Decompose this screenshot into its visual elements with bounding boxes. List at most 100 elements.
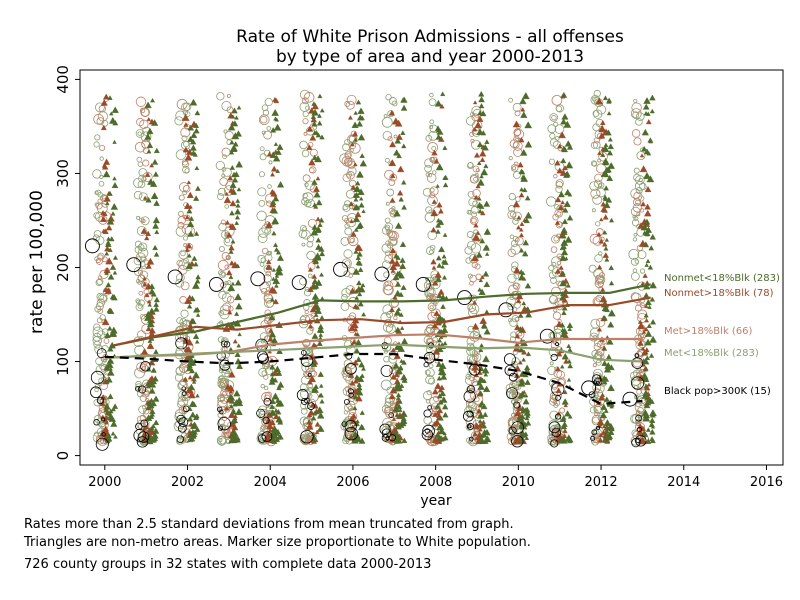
scatter-circle — [635, 112, 645, 121]
scatter-circle — [218, 365, 225, 372]
scatter-triangle — [268, 330, 277, 338]
scatter-circle — [425, 368, 435, 378]
scatter-circle — [590, 318, 601, 329]
scatter-circle — [511, 361, 516, 366]
scatter-triangle — [390, 268, 396, 273]
scatter-circle — [382, 130, 392, 141]
scatter-triangle — [600, 170, 608, 177]
scatter-triangle — [314, 227, 322, 233]
scatter-circle — [181, 391, 187, 397]
scatter-triangle — [232, 399, 240, 406]
scatter-circle — [221, 292, 232, 303]
scatter-triangle — [562, 428, 568, 434]
scatter-triangle — [152, 244, 159, 251]
scatter-triangle — [193, 122, 200, 128]
scatter-triangle — [316, 406, 324, 414]
scatter-triangle — [431, 199, 437, 204]
scatter-circle — [348, 273, 353, 278]
scatter-circle — [177, 417, 183, 422]
scatter-triangle — [313, 303, 321, 310]
scatter-triangle — [355, 331, 361, 337]
scatter-triangle — [274, 273, 280, 278]
scatter-triangle — [477, 418, 483, 424]
scatter-triangle — [476, 380, 482, 386]
scatter-circle — [176, 259, 183, 267]
scatter-triangle — [441, 436, 447, 441]
scatter-circle — [556, 211, 562, 217]
scatter-circle — [135, 96, 147, 107]
scatter-circle — [591, 96, 597, 102]
scatter-triangle — [640, 201, 646, 207]
scatter-triangle — [441, 403, 449, 410]
scatter-triangle — [388, 257, 396, 264]
scatter-circle — [266, 126, 272, 131]
scatter-triangle — [144, 235, 150, 241]
scatter-circle — [181, 102, 191, 112]
scatter-triangle — [479, 342, 485, 348]
scatter-triangle — [600, 403, 608, 410]
scatter-triangle — [521, 300, 527, 306]
scatter-circle — [463, 390, 476, 403]
scatter-circle — [589, 327, 600, 338]
scatter-triangle — [483, 281, 491, 288]
scatter-triangle — [234, 220, 240, 226]
scatter-triangle — [105, 257, 114, 265]
scatter-triangle — [305, 422, 314, 430]
y-axis-label: rate per 100,000 — [27, 190, 47, 334]
scatter-circle — [424, 428, 431, 434]
scatter-triangle — [313, 191, 321, 198]
scatter-triangle — [273, 413, 280, 420]
scatter-triangle — [524, 140, 533, 148]
scatter-triangle — [554, 196, 562, 203]
scatter-triangle — [229, 139, 235, 145]
scatter-triangle — [436, 128, 444, 135]
scatter-circle — [548, 295, 559, 305]
scatter-circle — [257, 434, 267, 443]
scatter-triangle — [355, 180, 361, 186]
scatter-circle — [555, 413, 562, 420]
scatter-circle — [551, 427, 561, 438]
scatter-triangle — [146, 437, 154, 445]
scatter-triangle — [192, 306, 200, 313]
scatter-triangle — [315, 216, 321, 222]
scatter-circle — [260, 257, 267, 264]
scatter-triangle — [100, 216, 107, 222]
scatter-circle — [554, 416, 562, 423]
scatter-triangle — [649, 436, 655, 442]
scatter-triangle — [521, 92, 530, 100]
scatter-triangle — [235, 160, 243, 168]
scatter-triangle — [479, 237, 486, 244]
scatter-triangle — [388, 393, 396, 400]
scatter-triangle — [600, 201, 607, 207]
scatter-circle — [225, 254, 231, 261]
scatter-circle — [466, 385, 475, 394]
scatter-triangle — [356, 114, 364, 121]
scatter-triangle — [109, 111, 114, 116]
scatter-circle — [388, 253, 394, 259]
scatter-triangle — [312, 130, 318, 135]
scatter-circle — [635, 175, 645, 185]
scatter-triangle — [316, 340, 323, 346]
scatter-circle — [425, 206, 433, 214]
scatter-circle — [635, 118, 643, 126]
scatter-circle — [384, 157, 390, 163]
scatter-circle — [550, 439, 559, 448]
scatter-circle — [134, 141, 146, 153]
scatter-circle — [593, 137, 600, 144]
scatter-circle — [299, 383, 309, 392]
scatter-circle — [429, 156, 436, 163]
scatter-triangle — [479, 317, 488, 324]
scatter-triangle — [524, 364, 531, 371]
scatter-triangle — [599, 119, 606, 126]
scatter-circle — [302, 192, 308, 199]
scatter-triangle — [189, 98, 198, 106]
scatter-triangle — [271, 108, 279, 116]
scatter-triangle — [188, 215, 195, 221]
scatter-circle — [433, 395, 440, 402]
scatter-triangle — [400, 337, 409, 345]
scatter-triangle — [234, 311, 240, 316]
scatter-circle — [511, 314, 519, 323]
scatter-triangle — [273, 97, 280, 104]
scatter-circle — [222, 154, 227, 159]
scatter-triangle — [393, 352, 401, 359]
